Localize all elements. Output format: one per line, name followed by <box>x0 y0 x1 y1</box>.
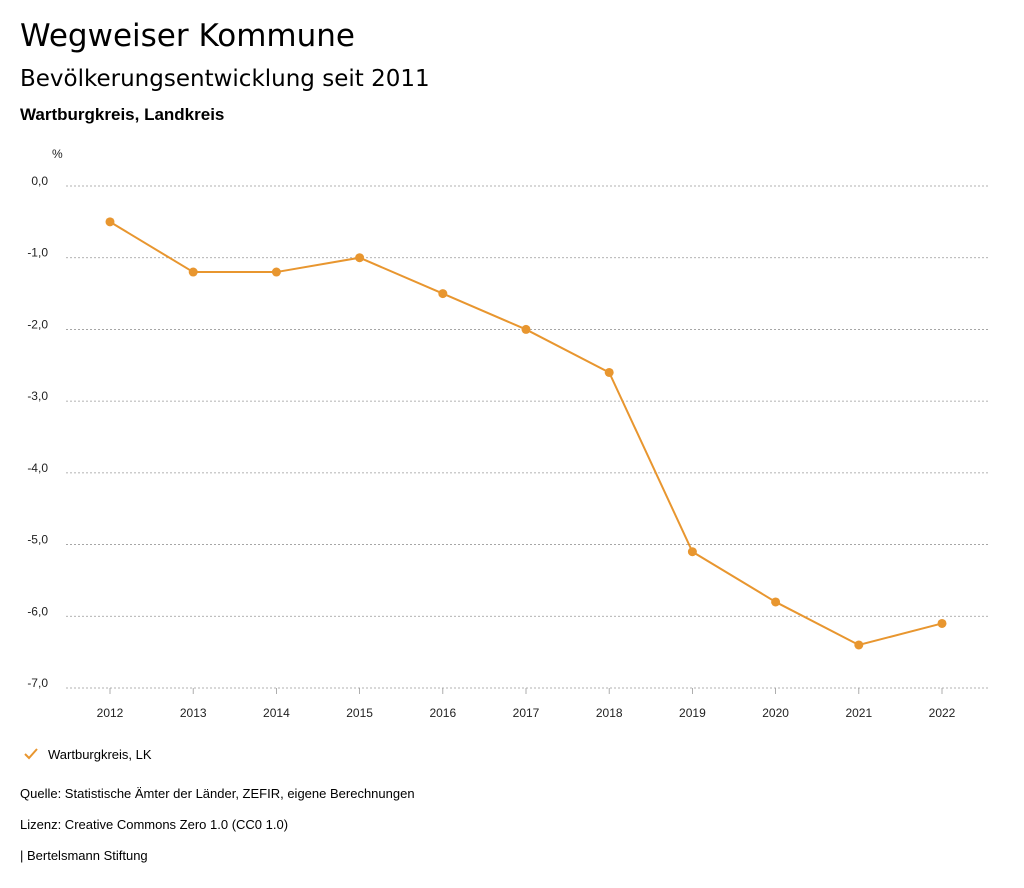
x-tick-label: 2022 <box>929 706 956 720</box>
x-tick-label: 2015 <box>346 706 373 720</box>
data-point[interactable] <box>188 267 198 277</box>
y-tick-label: -7,0 <box>27 676 48 690</box>
source-note: Quelle: Statistische Ämter der Länder, Z… <box>20 786 415 801</box>
data-point[interactable] <box>854 640 864 650</box>
data-point[interactable] <box>521 324 531 334</box>
y-tick-label: -4,0 <box>27 461 48 475</box>
series-line <box>109 221 943 647</box>
data-point[interactable] <box>271 267 281 277</box>
y-tick-label: -1,0 <box>27 246 48 260</box>
data-point[interactable] <box>105 217 115 227</box>
data-point[interactable] <box>438 289 448 299</box>
x-tick-label: 2021 <box>845 706 872 720</box>
page-title: Wegweiser Kommune <box>20 18 355 54</box>
x-tick-label: 2013 <box>180 706 207 720</box>
line-chart: % 0,0 -1,0 -2,0 -3,0 -4,0 -5,0 -6,0 -7,0 2012 20… <box>27 147 990 720</box>
x-tick-label: 2020 <box>762 706 789 720</box>
check-icon <box>24 748 38 760</box>
x-tick-label: 2019 <box>679 706 706 720</box>
x-tick-label: 2018 <box>596 706 623 720</box>
data-point[interactable] <box>604 367 614 377</box>
data-point[interactable] <box>687 547 697 557</box>
data-point[interactable] <box>355 253 365 263</box>
chart-subtitle: Bevölkerungsentwicklung seit 2011 <box>20 66 430 92</box>
x-tick-label: 2017 <box>513 706 540 720</box>
y-tick-label: 0,0 <box>31 174 48 188</box>
region-label: Wartburgkreis, Landkreis <box>20 105 225 124</box>
x-tick-label: 2012 <box>97 706 124 720</box>
y-tick-label: -5,0 <box>27 533 48 547</box>
data-point[interactable] <box>771 597 781 607</box>
y-tick-label: -3,0 <box>27 389 48 403</box>
legend-label: Wartburgkreis, LK <box>48 746 152 762</box>
legend[interactable]: Wartburgkreis, LK <box>22 745 152 763</box>
x-tick-label: 2014 <box>263 706 290 720</box>
data-point[interactable] <box>937 618 947 628</box>
x-tick-label: 2016 <box>429 706 456 720</box>
y-tick-label: -2,0 <box>27 317 48 331</box>
y-axis-unit-label: % <box>52 147 63 161</box>
y-tick-label: -6,0 <box>27 604 48 618</box>
license-note: Lizenz: Creative Commons Zero 1.0 (CC0 1… <box>20 817 289 832</box>
publisher-note: | Bertelsmann Stiftung <box>20 848 148 863</box>
